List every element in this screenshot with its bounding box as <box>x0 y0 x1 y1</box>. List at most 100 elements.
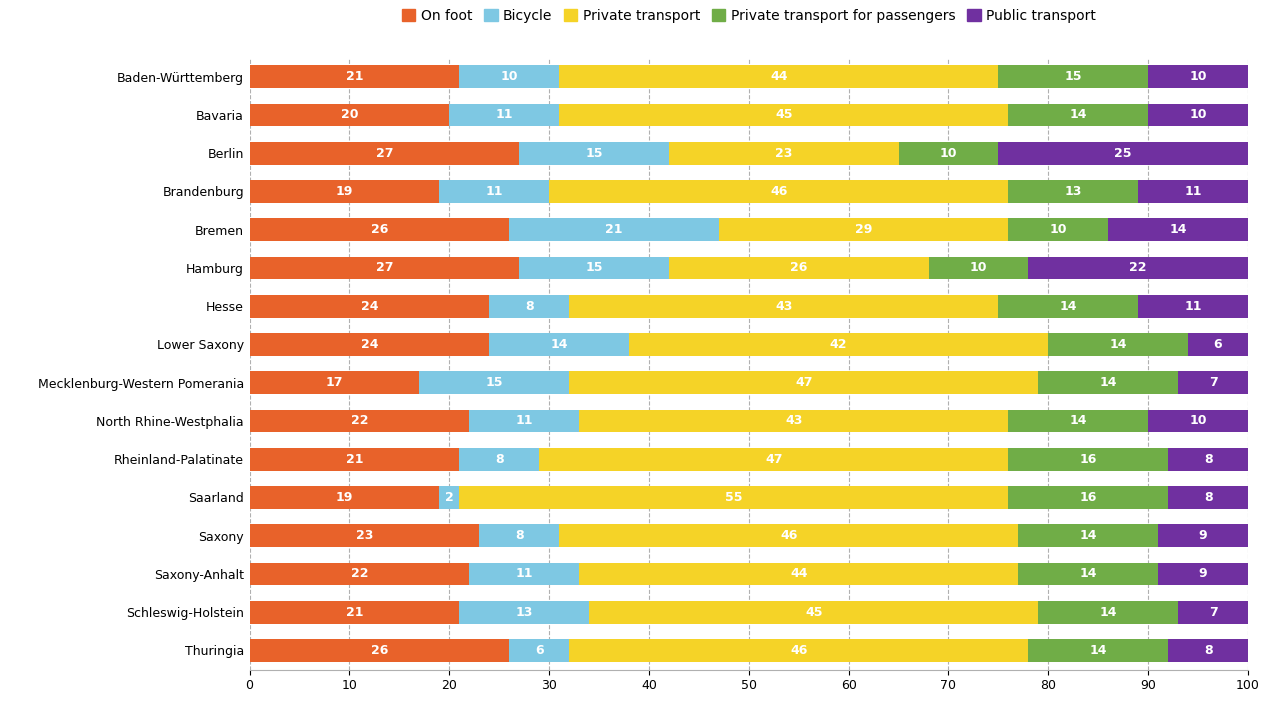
Bar <box>250 639 509 662</box>
Bar <box>559 524 1019 547</box>
Bar <box>449 104 559 127</box>
Bar <box>899 142 998 165</box>
Bar <box>549 180 1009 203</box>
Bar <box>1009 104 1148 127</box>
Bar <box>1019 562 1158 585</box>
Text: 14: 14 <box>1070 109 1087 122</box>
Bar <box>1009 218 1108 241</box>
Bar <box>1148 410 1248 433</box>
Text: 8: 8 <box>1203 491 1212 504</box>
Text: 14: 14 <box>1060 300 1076 312</box>
Bar <box>1038 600 1178 624</box>
Bar <box>250 600 460 624</box>
Bar <box>250 410 470 433</box>
Text: 26: 26 <box>790 261 808 274</box>
Text: 14: 14 <box>550 338 568 351</box>
Bar <box>570 372 1038 395</box>
Text: 20: 20 <box>340 109 358 122</box>
Text: 27: 27 <box>375 147 393 160</box>
Bar <box>509 218 719 241</box>
Text: 8: 8 <box>525 300 534 312</box>
Text: 11: 11 <box>1184 185 1202 198</box>
Text: 42: 42 <box>829 338 847 351</box>
Bar <box>669 256 928 279</box>
Bar <box>250 66 460 89</box>
Text: 23: 23 <box>356 529 372 542</box>
Text: 45: 45 <box>774 109 792 122</box>
Bar <box>559 104 1009 127</box>
Text: 9: 9 <box>1199 529 1207 542</box>
Text: 13: 13 <box>1065 185 1082 198</box>
Text: 9: 9 <box>1199 567 1207 580</box>
Text: 17: 17 <box>325 377 343 390</box>
Text: 25: 25 <box>1115 147 1132 160</box>
Text: 27: 27 <box>375 261 393 274</box>
Legend: On foot, Bicycle, Private transport, Private transport for passengers, Public tr: On foot, Bicycle, Private transport, Pri… <box>396 4 1102 29</box>
Text: 14: 14 <box>1170 223 1187 236</box>
Text: 10: 10 <box>1050 223 1068 236</box>
Text: 21: 21 <box>346 453 364 466</box>
Bar <box>1169 486 1248 509</box>
Bar <box>1148 66 1248 89</box>
Text: 15: 15 <box>585 261 603 274</box>
Text: 15: 15 <box>585 147 603 160</box>
Text: 21: 21 <box>346 606 364 618</box>
Text: 55: 55 <box>724 491 742 504</box>
Bar <box>1178 600 1248 624</box>
Bar <box>1009 486 1169 509</box>
Text: 46: 46 <box>780 529 797 542</box>
Bar <box>1048 333 1188 356</box>
Text: 11: 11 <box>516 415 532 428</box>
Text: 8: 8 <box>495 453 503 466</box>
Bar <box>439 486 460 509</box>
Bar <box>489 333 628 356</box>
Text: 24: 24 <box>361 338 378 351</box>
Bar <box>1178 372 1248 395</box>
Bar <box>719 218 1009 241</box>
Bar <box>250 104 449 127</box>
Bar <box>250 372 420 395</box>
Bar <box>479 524 559 547</box>
Text: 14: 14 <box>1079 529 1097 542</box>
Text: 10: 10 <box>1189 415 1207 428</box>
Bar <box>928 256 1028 279</box>
Text: 8: 8 <box>1203 453 1212 466</box>
Text: 19: 19 <box>335 491 353 504</box>
Bar <box>489 294 570 318</box>
Bar <box>1038 372 1178 395</box>
Text: 14: 14 <box>1110 338 1126 351</box>
Text: 43: 43 <box>785 415 803 428</box>
Bar <box>559 66 998 89</box>
Bar <box>1138 294 1248 318</box>
Bar <box>250 486 439 509</box>
Bar <box>520 256 669 279</box>
Bar <box>998 66 1148 89</box>
Text: 16: 16 <box>1079 453 1097 466</box>
Bar <box>439 180 549 203</box>
Text: 7: 7 <box>1208 377 1217 390</box>
Bar <box>470 410 579 433</box>
Bar <box>1028 256 1248 279</box>
Bar <box>589 600 1038 624</box>
Text: 2: 2 <box>445 491 453 504</box>
Bar <box>1158 562 1248 585</box>
Text: 26: 26 <box>371 644 388 657</box>
Text: 22: 22 <box>1129 261 1147 274</box>
Bar <box>570 294 998 318</box>
Text: 10: 10 <box>1189 109 1207 122</box>
Bar <box>1148 104 1248 127</box>
Bar <box>250 256 520 279</box>
Text: 47: 47 <box>765 453 782 466</box>
Text: 10: 10 <box>1189 71 1207 84</box>
Bar <box>250 218 509 241</box>
Bar <box>1158 524 1248 547</box>
Text: 22: 22 <box>351 567 369 580</box>
Text: 13: 13 <box>516 606 532 618</box>
Text: 6: 6 <box>535 644 544 657</box>
Text: 10: 10 <box>940 147 957 160</box>
Bar <box>509 639 570 662</box>
Text: 14: 14 <box>1089 644 1107 657</box>
Text: 24: 24 <box>361 300 378 312</box>
Bar <box>1019 524 1158 547</box>
Bar <box>420 372 570 395</box>
